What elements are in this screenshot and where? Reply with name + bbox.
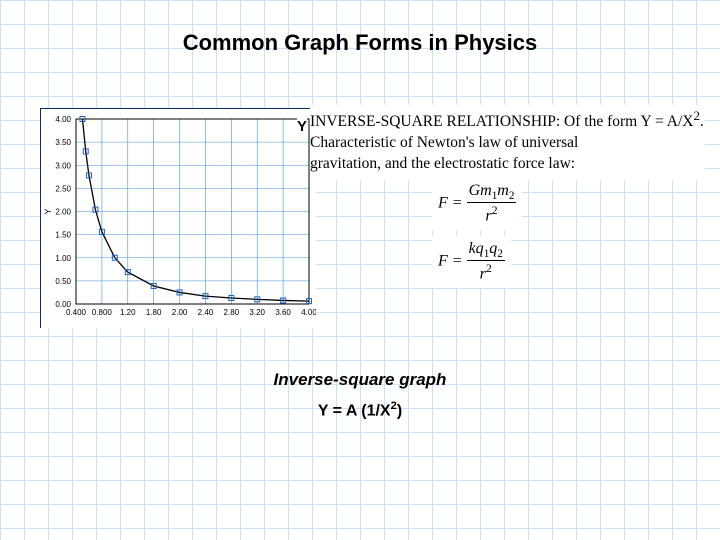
svg-text:0.50: 0.50 [55, 277, 71, 286]
desc-text-1: INVERSE-SQUARE RELATIONSHIP: Of the form [310, 113, 637, 130]
svg-text:2.00: 2.00 [55, 208, 71, 217]
formula-coulomb: F = kq1q2 r2 [432, 236, 511, 288]
svg-text:1.50: 1.50 [55, 231, 71, 240]
svg-text:Y: Y [43, 208, 53, 214]
relationship-description: INVERSE-SQUARE RELATIONSHIP: Of the form… [310, 105, 705, 181]
formula-lhs: F = [438, 194, 463, 211]
svg-text:2.50: 2.50 [55, 184, 71, 193]
desc-text-2: = A/X [655, 113, 693, 130]
formula-lhs: F = [438, 252, 463, 269]
svg-text:0.400: 0.400 [66, 308, 87, 317]
desc-text-4: gravitation, and the electrostatic force… [310, 155, 575, 172]
svg-text:3.00: 3.00 [55, 161, 71, 170]
svg-text:3.20: 3.20 [249, 308, 265, 317]
svg-text:4.00: 4.00 [301, 308, 316, 317]
chart-equation: Y = A (1/X2) [0, 400, 720, 420]
formula-gravity: F = Gm1m2 r2 [432, 178, 522, 230]
svg-text:3.60: 3.60 [275, 308, 291, 317]
stray-y-label: Y [297, 118, 307, 135]
svg-text:4.00: 4.00 [55, 115, 71, 124]
svg-text:1.80: 1.80 [146, 308, 162, 317]
svg-text:2.80: 2.80 [224, 308, 240, 317]
inverse-square-chart: 0.400 0.800 1.20 1.80 2.00 2.40 2.80 3.20 3.60 4.… [40, 108, 315, 328]
svg-text:0.800: 0.800 [92, 308, 113, 317]
chart-caption: Inverse-square graph [0, 370, 720, 390]
svg-text:1.00: 1.00 [55, 254, 71, 263]
svg-text:0.00: 0.00 [55, 300, 71, 309]
svg-text:2.00: 2.00 [172, 308, 188, 317]
svg-text:1.20: 1.20 [120, 308, 136, 317]
page-title: Common Graph Forms in Physics [0, 30, 720, 56]
svg-text:2.40: 2.40 [198, 308, 214, 317]
svg-text:3.50: 3.50 [55, 138, 71, 147]
